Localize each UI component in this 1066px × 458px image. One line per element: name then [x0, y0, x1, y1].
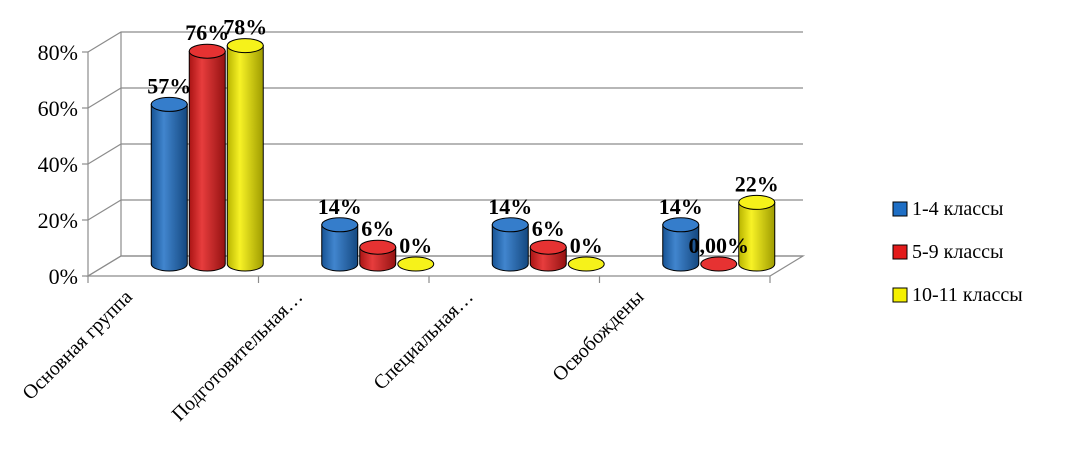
data-label: 76% — [185, 20, 229, 45]
bar-top — [359, 239, 397, 255]
data-label: 14% — [488, 194, 532, 219]
x-axis-categories: Основная группа Подготовительная… Специаль… — [18, 286, 648, 426]
legend: 1-4 классы 5-9 классы 10-11 классы — [892, 198, 1023, 306]
bar-body — [491, 224, 529, 272]
data-label: 78% — [223, 15, 267, 40]
bar-2-1 — [529, 239, 567, 272]
bar-top — [738, 194, 776, 210]
bar-3-1 — [700, 256, 738, 272]
gridline — [87, 143, 803, 165]
bar-top — [567, 256, 605, 272]
gridline — [87, 255, 803, 277]
x-category-label: Основная группа — [18, 286, 137, 405]
x-category-label: Освобождены — [548, 286, 648, 386]
bar-body — [188, 50, 226, 272]
data-label: 14% — [318, 194, 362, 219]
bar-top — [226, 38, 264, 54]
data-label: 0% — [570, 233, 603, 258]
bar-top — [491, 217, 529, 233]
data-label: 6% — [532, 216, 565, 241]
data-labels: 57%76%78%14%6%0%14%6%0%14%0,00%22% — [147, 15, 779, 258]
data-label: 0% — [399, 233, 432, 258]
gridline — [87, 31, 803, 53]
bar-top — [321, 217, 359, 233]
bar-0-2 — [226, 38, 264, 272]
legend-swatch — [892, 244, 908, 260]
legend-label: 5-9 классы — [912, 241, 1003, 263]
data-label: 0,00% — [689, 233, 750, 258]
x-category-label: Подготовительная… — [168, 286, 308, 426]
bar-body — [226, 45, 264, 272]
legend-label: 10-11 классы — [912, 284, 1023, 306]
data-label: 57% — [147, 73, 191, 98]
gridline — [87, 87, 803, 109]
y-tick-label: 80% — [38, 40, 78, 65]
bar-body — [738, 201, 776, 272]
legend-label: 1-4 классы — [912, 198, 1003, 220]
x-category-label: Специальная… — [369, 286, 477, 394]
bar-top — [397, 256, 435, 272]
bar-1-2 — [397, 256, 435, 272]
bar-top — [529, 239, 567, 255]
bar-body — [150, 103, 188, 272]
legend-swatch — [892, 287, 908, 303]
bar-1-0 — [321, 217, 359, 272]
bar-0-1 — [188, 43, 226, 272]
y-tick-label: 60% — [38, 96, 78, 121]
gridline — [87, 199, 803, 221]
bar-1-1 — [359, 239, 397, 272]
bar-2-0 — [491, 217, 529, 272]
data-label: 14% — [659, 194, 703, 219]
bar-2-2 — [567, 256, 605, 272]
bar-top — [150, 96, 188, 112]
bar-body — [321, 224, 359, 272]
bar-3-2 — [738, 194, 776, 272]
bar-body — [662, 224, 700, 272]
gridlines — [82, 31, 803, 283]
bar-0-0 — [150, 96, 188, 272]
y-tick-label: 40% — [38, 152, 78, 177]
bars — [150, 38, 776, 272]
bar-top — [188, 43, 226, 59]
y-tick-label: 20% — [38, 208, 78, 233]
bar-3-0 — [662, 217, 700, 272]
y-tick-label: 0% — [49, 264, 78, 289]
data-label: 6% — [361, 216, 394, 241]
data-label: 22% — [735, 171, 779, 196]
y-axis-ticks: 0% 20% 40% 60% 80% — [38, 40, 78, 289]
bar-top — [662, 217, 700, 233]
bar-top — [700, 256, 738, 272]
legend-swatch — [892, 201, 908, 217]
